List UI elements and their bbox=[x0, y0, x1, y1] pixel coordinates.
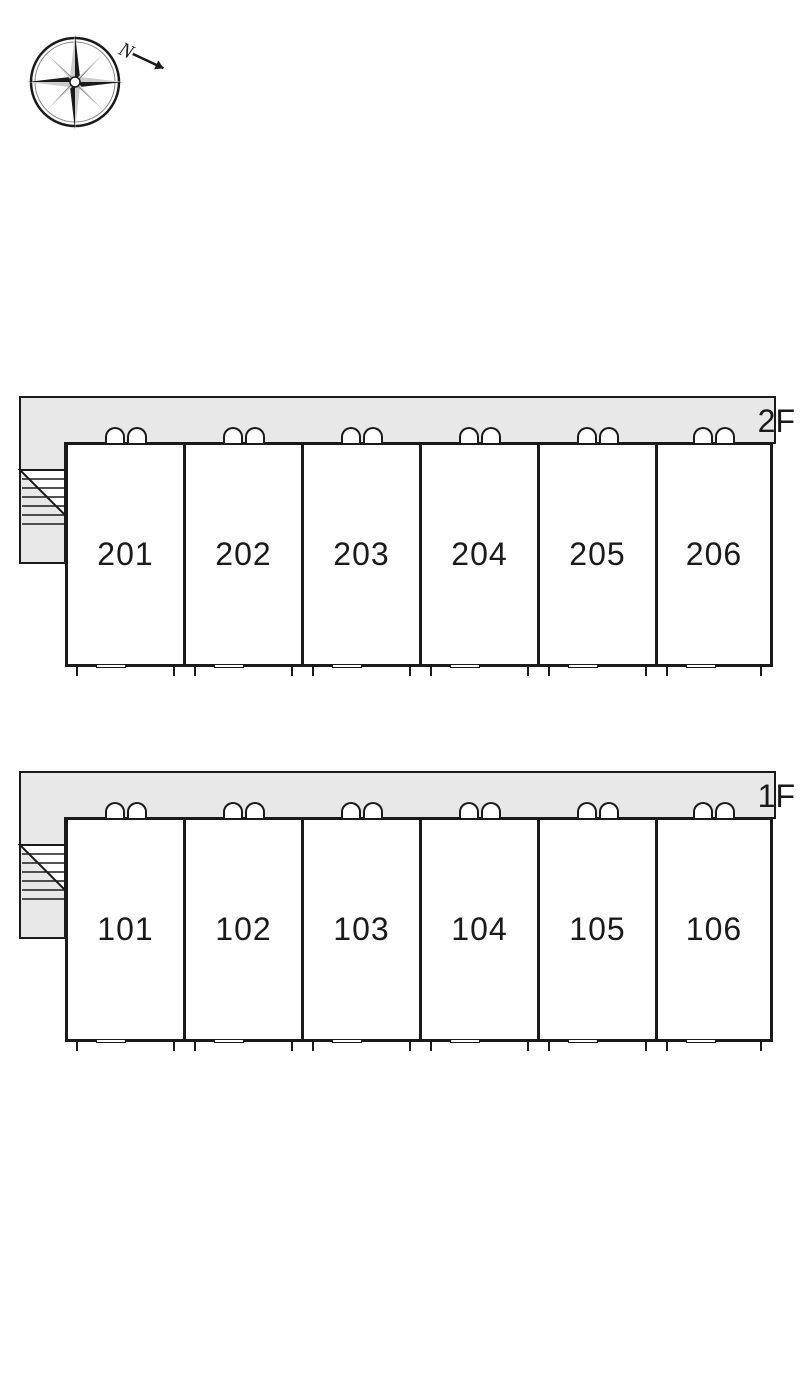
unit-105: 105 bbox=[537, 817, 655, 1042]
unit-201: 201 bbox=[65, 442, 183, 667]
unit-label: 101 bbox=[97, 911, 153, 948]
door-icon bbox=[540, 427, 655, 443]
unit-206: 206 bbox=[655, 442, 773, 667]
unit-205: 205 bbox=[537, 442, 655, 667]
door-icon bbox=[68, 802, 183, 818]
unit-label: 105 bbox=[569, 911, 625, 948]
unit-label: 206 bbox=[686, 536, 742, 573]
unit-label: 201 bbox=[97, 536, 153, 573]
unit-202: 202 bbox=[183, 442, 301, 667]
unit-label: 106 bbox=[686, 911, 742, 948]
door-icon bbox=[186, 802, 301, 818]
door-icon bbox=[422, 427, 537, 443]
window-marks bbox=[422, 664, 537, 676]
door-icon bbox=[540, 802, 655, 818]
unit-204: 204 bbox=[419, 442, 537, 667]
units-row-1f: 101 102 103 104 bbox=[65, 817, 773, 1042]
unit-106: 106 bbox=[655, 817, 773, 1042]
unit-label: 204 bbox=[451, 536, 507, 573]
compass-icon: N bbox=[20, 20, 180, 145]
window-marks bbox=[304, 1039, 419, 1051]
door-icon bbox=[304, 427, 419, 443]
unit-label: 205 bbox=[569, 536, 625, 573]
door-icon bbox=[422, 802, 537, 818]
window-marks bbox=[540, 664, 655, 676]
unit-101: 101 bbox=[65, 817, 183, 1042]
window-marks bbox=[540, 1039, 655, 1051]
unit-label: 203 bbox=[333, 536, 389, 573]
window-marks bbox=[186, 1039, 301, 1051]
unit-label: 103 bbox=[333, 911, 389, 948]
window-marks bbox=[68, 664, 183, 676]
window-marks bbox=[186, 664, 301, 676]
door-icon bbox=[658, 802, 770, 818]
unit-103: 103 bbox=[301, 817, 419, 1042]
door-icon bbox=[186, 427, 301, 443]
floor-label-1f: 1F bbox=[758, 778, 795, 815]
unit-label: 102 bbox=[215, 911, 271, 948]
unit-label: 104 bbox=[451, 911, 507, 948]
door-icon bbox=[658, 427, 770, 443]
window-marks bbox=[658, 1039, 770, 1051]
window-marks bbox=[304, 664, 419, 676]
window-marks bbox=[68, 1039, 183, 1051]
unit-102: 102 bbox=[183, 817, 301, 1042]
floor-label-2f: 2F bbox=[758, 403, 795, 440]
door-icon bbox=[304, 802, 419, 818]
unit-203: 203 bbox=[301, 442, 419, 667]
unit-label: 202 bbox=[215, 536, 271, 573]
units-row-2f: 201 202 203 204 bbox=[65, 442, 773, 667]
unit-104: 104 bbox=[419, 817, 537, 1042]
window-marks bbox=[658, 664, 770, 676]
north-label: N bbox=[114, 38, 138, 65]
window-marks bbox=[422, 1039, 537, 1051]
door-icon bbox=[68, 427, 183, 443]
